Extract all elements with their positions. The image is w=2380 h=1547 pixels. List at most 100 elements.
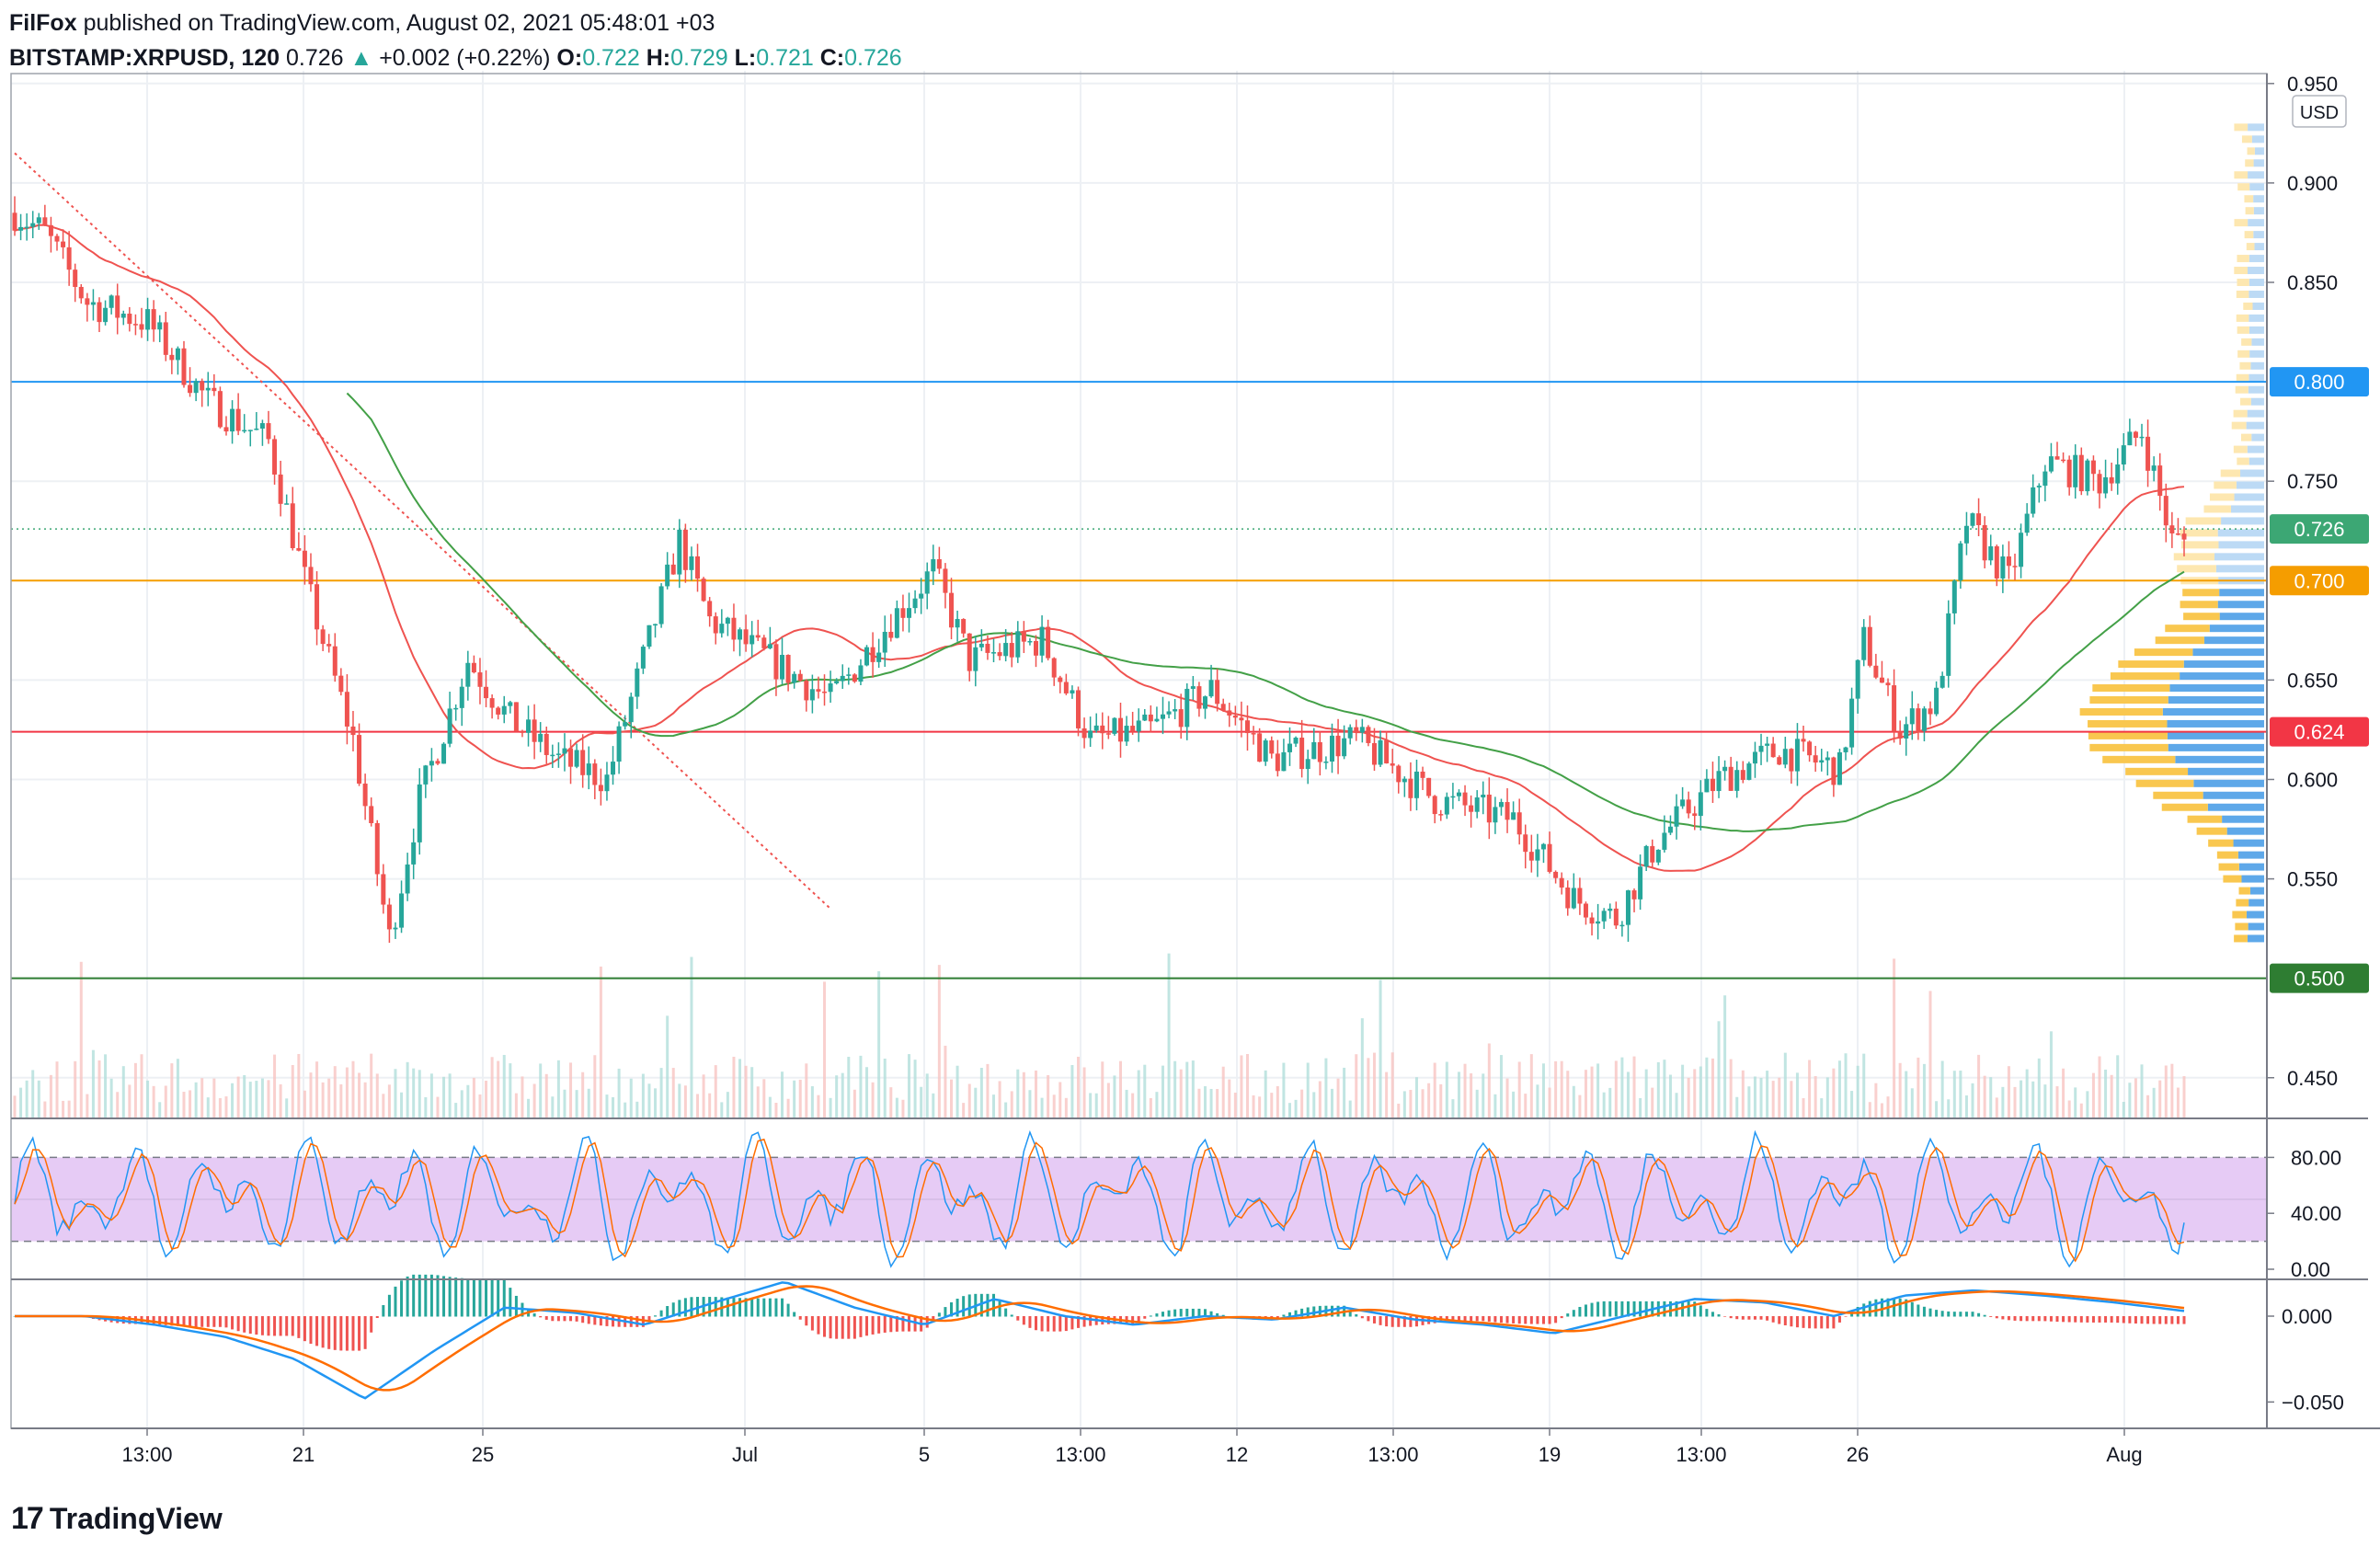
profile-bar-orange bbox=[2232, 911, 2247, 919]
profile-bar-blue bbox=[2203, 636, 2264, 645]
symbol-name[interactable]: BITSTAMP:XRPUSD, 120 bbox=[9, 45, 280, 71]
candle-body bbox=[1215, 680, 1220, 705]
volume-bar bbox=[1880, 1103, 1883, 1117]
candle-body bbox=[1178, 709, 1184, 728]
profile-bar-blue bbox=[2249, 350, 2264, 358]
macd-histogram-bar bbox=[1977, 1312, 1981, 1317]
profile-bar-orange bbox=[2180, 541, 2219, 549]
macd-histogram-bar bbox=[1989, 1316, 1993, 1317]
volume-bar bbox=[1040, 1097, 1044, 1117]
macd-histogram-bar bbox=[243, 1316, 246, 1333]
candle-body bbox=[54, 235, 60, 242]
volume-bar bbox=[2122, 1102, 2125, 1117]
candle-body bbox=[1758, 745, 1764, 752]
candle-body bbox=[1601, 911, 1607, 922]
price-axis[interactable]: 0.950 0.900 0.850 0.750 0.650 0.600 0.550 0.450… bbox=[2267, 73, 2369, 1415]
macd-histogram-bar bbox=[962, 1296, 966, 1317]
volume-profile bbox=[2079, 123, 2264, 943]
profile-bar-orange bbox=[2246, 243, 2255, 251]
volume-bar bbox=[485, 1081, 488, 1117]
macd-histogram-bar bbox=[539, 1316, 543, 1318]
volume-bar bbox=[1753, 1076, 1756, 1117]
volume-bar bbox=[1439, 1083, 1443, 1117]
publisher-name[interactable]: FilFox bbox=[9, 10, 77, 36]
macd-histogram-bar bbox=[1880, 1298, 1883, 1317]
volume-bar bbox=[1952, 1071, 1956, 1117]
candle-body bbox=[1789, 749, 1794, 772]
macd-histogram-bar bbox=[1367, 1316, 1370, 1322]
macd-histogram-bar bbox=[1711, 1312, 1714, 1317]
macd-histogram-bar bbox=[1348, 1310, 1352, 1317]
macd-histogram-bar bbox=[1614, 1301, 1618, 1317]
volume-bar bbox=[587, 1088, 590, 1117]
volume-bar bbox=[2074, 1087, 2077, 1117]
volume-bar bbox=[647, 1083, 651, 1117]
macd-histogram-bar bbox=[732, 1298, 736, 1317]
volume-bar bbox=[1959, 1071, 1962, 1117]
candle-body bbox=[822, 691, 828, 693]
candle-body bbox=[743, 629, 749, 645]
volume-bar bbox=[1814, 1075, 1817, 1117]
macd-histogram-bar bbox=[406, 1276, 409, 1317]
macd-histogram-bar bbox=[1832, 1316, 1836, 1329]
volume-bar bbox=[2140, 1064, 2144, 1117]
candle-body bbox=[2078, 454, 2084, 492]
macd-histogram-bar bbox=[1517, 1316, 1521, 1324]
candle-body bbox=[2169, 525, 2175, 533]
macd-histogram-bar bbox=[182, 1316, 186, 1327]
volume-bar bbox=[2001, 1086, 2005, 1117]
volume-bar bbox=[1324, 1058, 1328, 1117]
volume-bar bbox=[1143, 1064, 1147, 1117]
volume-bar bbox=[236, 1076, 240, 1117]
stochastic-pane[interactable] bbox=[11, 1129, 2267, 1268]
macd-pane[interactable] bbox=[13, 1274, 2186, 1400]
volume-bar bbox=[1004, 1102, 1008, 1117]
volume-bar bbox=[1541, 1063, 1545, 1117]
tradingview-logo[interactable]: 17 TradingView bbox=[11, 1501, 223, 1537]
volume-bar bbox=[1336, 1078, 1340, 1117]
price-tick-label: 0.450 bbox=[2287, 1067, 2338, 1090]
macd-histogram-bar bbox=[1572, 1310, 1575, 1317]
candle-body bbox=[1951, 580, 1957, 613]
volume-bar bbox=[279, 1083, 282, 1117]
volume-bar bbox=[883, 1058, 887, 1117]
volume-bar bbox=[629, 1078, 633, 1117]
time-axis[interactable]: 13:00 21 25 Jul 5 13:00 12 13:00 19 13:00 26 Aug bbox=[121, 1428, 2143, 1466]
volume-bar bbox=[932, 1093, 935, 1117]
macd-histogram-bar bbox=[212, 1316, 216, 1327]
macd-histogram-bar bbox=[1451, 1316, 1455, 1322]
candle-body bbox=[1281, 751, 1287, 772]
volume-bar bbox=[255, 1081, 258, 1117]
candle-body bbox=[441, 743, 447, 764]
candle-body bbox=[701, 579, 706, 602]
horizontal-levels[interactable] bbox=[11, 152, 2267, 980]
volume-bar bbox=[1687, 1077, 1690, 1117]
volume-bar bbox=[1016, 1069, 1020, 1117]
price-tick-label: 0.550 bbox=[2287, 868, 2338, 891]
candle-body bbox=[1765, 743, 1770, 746]
candle-body bbox=[1335, 735, 1341, 757]
time-tick-label: 13:00 bbox=[1676, 1443, 1726, 1466]
level-badge bbox=[2270, 963, 2369, 993]
macd-histogram-bar bbox=[218, 1316, 222, 1327]
volume-bar bbox=[1089, 1093, 1093, 1117]
candle-body bbox=[562, 748, 567, 754]
volume-bar bbox=[756, 1086, 760, 1117]
volume-bar bbox=[1318, 1081, 1322, 1117]
candle-body bbox=[1958, 543, 1963, 581]
macd-histogram-bar bbox=[2164, 1316, 2168, 1324]
profile-bar-orange bbox=[2244, 231, 2254, 239]
candle-body bbox=[1293, 738, 1299, 744]
macd-histogram-bar bbox=[412, 1274, 416, 1317]
volume-bar bbox=[303, 1090, 306, 1117]
macd-histogram-bar bbox=[581, 1316, 585, 1324]
candlesticks[interactable] bbox=[12, 196, 2187, 944]
candle-body bbox=[1130, 726, 1136, 732]
volume-bar bbox=[1808, 1060, 1812, 1117]
time-tick-label: 21 bbox=[292, 1443, 315, 1466]
volume-bar bbox=[1850, 1091, 1854, 1117]
volume-bar bbox=[1717, 1021, 1721, 1117]
candle-body bbox=[1667, 826, 1673, 833]
volume-bar bbox=[1917, 1057, 1920, 1117]
